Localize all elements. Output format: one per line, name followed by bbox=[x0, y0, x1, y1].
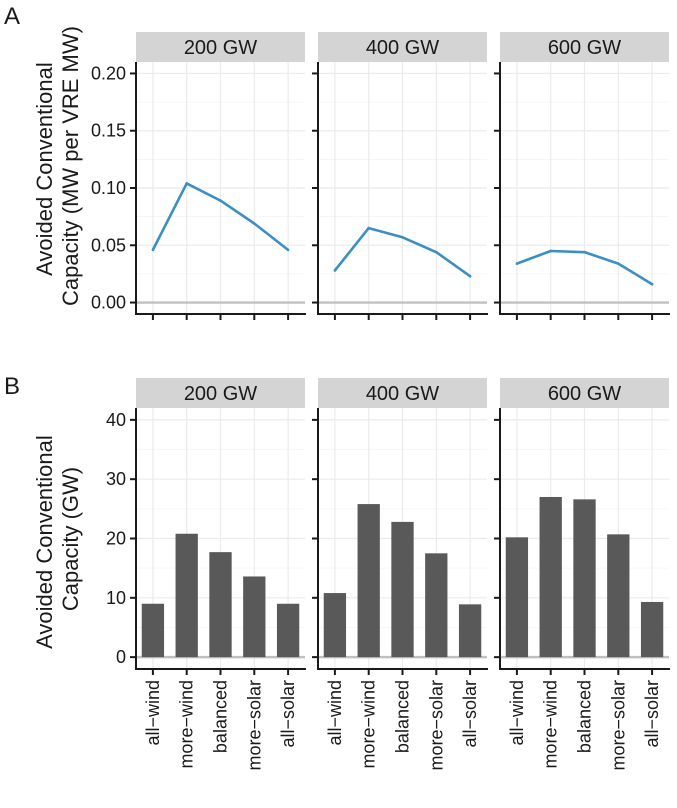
data-point bbox=[549, 249, 552, 253]
data-point bbox=[650, 282, 654, 286]
y-tick-label: 10 bbox=[106, 588, 126, 608]
data-point bbox=[185, 182, 188, 185]
data-bar bbox=[458, 604, 482, 658]
data-bar bbox=[357, 504, 380, 658]
x-tick-label: all−solar bbox=[278, 680, 298, 748]
x-tick-label: all−wind bbox=[507, 680, 527, 746]
data-bar bbox=[276, 603, 300, 658]
data-point bbox=[219, 199, 222, 202]
panel-a-label: A bbox=[4, 3, 20, 30]
data-point bbox=[367, 226, 371, 230]
y-tick-label: 20 bbox=[106, 529, 126, 549]
data-bar bbox=[141, 603, 165, 658]
panel-b-facet-2: 400 GW all−wind more−wind balanced more−sola… bbox=[312, 378, 488, 771]
x-tick-label: more−wind bbox=[541, 680, 561, 769]
panel-b-bar-chart: 200 GW 0 10 20 30 40 all−wind more−wind balanced… bbox=[106, 378, 670, 771]
y-tick-label: 0.10 bbox=[91, 178, 126, 198]
data-bar bbox=[640, 601, 664, 658]
panel-a-ylabel: Avoided Conventional Capacity (MW per VR… bbox=[32, 26, 83, 306]
panel-b-facet-3: 600 GW all−wind more−wind balanced more−sola… bbox=[494, 378, 670, 771]
panel-a-facet-strip bbox=[318, 32, 487, 62]
panel-b-ylabel-line-1: Avoided Conventional bbox=[32, 435, 57, 649]
data-bar bbox=[607, 534, 630, 658]
panel-b-ylabel-line-2: Capacity (GW) bbox=[58, 467, 83, 611]
data-point bbox=[515, 262, 519, 265]
data-point bbox=[401, 235, 404, 239]
y-tick-label: 0.20 bbox=[91, 63, 126, 83]
x-tick-label: all−wind bbox=[325, 680, 345, 746]
y-tick-label: 0.15 bbox=[91, 121, 126, 141]
panel-a-facet-3: 600 GW bbox=[494, 32, 670, 320]
panel-b-facet-strip bbox=[318, 378, 487, 408]
data-bar bbox=[505, 537, 529, 658]
x-tick-label: balanced bbox=[575, 680, 595, 753]
panel-a-ylabel-line-1: Avoided Conventional bbox=[32, 62, 57, 276]
data-bar bbox=[175, 533, 198, 658]
panel-b-facet-title: 600 GW bbox=[548, 383, 621, 405]
panel-a-facet-1: 200 GW 0.00 0.05 0.10 0.15 0.20 bbox=[91, 32, 306, 320]
data-bar bbox=[243, 576, 266, 658]
panel-b-facet-title: 200 GW bbox=[184, 383, 257, 405]
panel-a-facet-title: 600 GW bbox=[548, 37, 621, 59]
x-tick-label: more−wind bbox=[359, 680, 379, 769]
panel-a-facet-2: 400 GW bbox=[312, 32, 488, 320]
data-point bbox=[583, 250, 586, 254]
y-tick-label: 40 bbox=[106, 410, 126, 430]
panel-a-line-chart: 200 GW 0.00 0.05 0.10 0.15 0.20 400 GW 600 GW bbox=[91, 32, 670, 320]
panel-a-facet-strip bbox=[500, 32, 669, 62]
data-bar bbox=[209, 552, 232, 658]
x-tick-label: more−solar bbox=[426, 680, 446, 771]
y-tick-label: 0.05 bbox=[91, 235, 126, 255]
panel-a-facet-strip bbox=[136, 32, 305, 62]
data-bar bbox=[323, 593, 347, 658]
x-tick-label: more−solar bbox=[608, 680, 628, 771]
panel-b-ylabel: Avoided Conventional Capacity (GW) bbox=[32, 429, 83, 649]
x-tick-label: more−wind bbox=[177, 680, 197, 769]
panel-b-facet-strip bbox=[500, 378, 669, 408]
y-tick-label: 30 bbox=[106, 469, 126, 489]
data-point bbox=[468, 274, 472, 278]
data-bar bbox=[573, 499, 596, 658]
panel-b-facet-1: 200 GW 0 10 20 30 40 all−wind more−wind balanced… bbox=[106, 378, 306, 771]
x-tick-label: all−wind bbox=[143, 680, 163, 746]
panel-a-facet-title: 400 GW bbox=[366, 37, 439, 59]
panel-b-facet-title: 400 GW bbox=[366, 383, 439, 405]
data-point bbox=[333, 269, 337, 272]
x-tick-label: balanced bbox=[393, 680, 413, 753]
data-bar bbox=[391, 521, 414, 658]
x-tick-label: balanced bbox=[211, 680, 231, 753]
data-bar bbox=[425, 553, 448, 658]
data-point bbox=[286, 248, 290, 252]
x-tick-label: more−solar bbox=[244, 680, 264, 771]
x-tick-label: all−solar bbox=[642, 680, 662, 748]
panel-b-facet-strip bbox=[136, 378, 305, 408]
x-tick-label: all−solar bbox=[460, 680, 480, 748]
data-bar bbox=[539, 496, 562, 658]
panel-a-facet-title: 200 GW bbox=[184, 37, 257, 59]
panel-b-label: B bbox=[4, 373, 20, 400]
data-point bbox=[435, 250, 438, 254]
panel-a-ylabel-line-2: Capacity (MW per VRE MW) bbox=[58, 26, 83, 306]
y-tick-label: 0 bbox=[116, 647, 126, 667]
y-tick-label: 0.00 bbox=[91, 293, 126, 313]
data-point bbox=[617, 262, 620, 265]
data-point bbox=[253, 222, 256, 225]
data-point bbox=[151, 248, 155, 252]
